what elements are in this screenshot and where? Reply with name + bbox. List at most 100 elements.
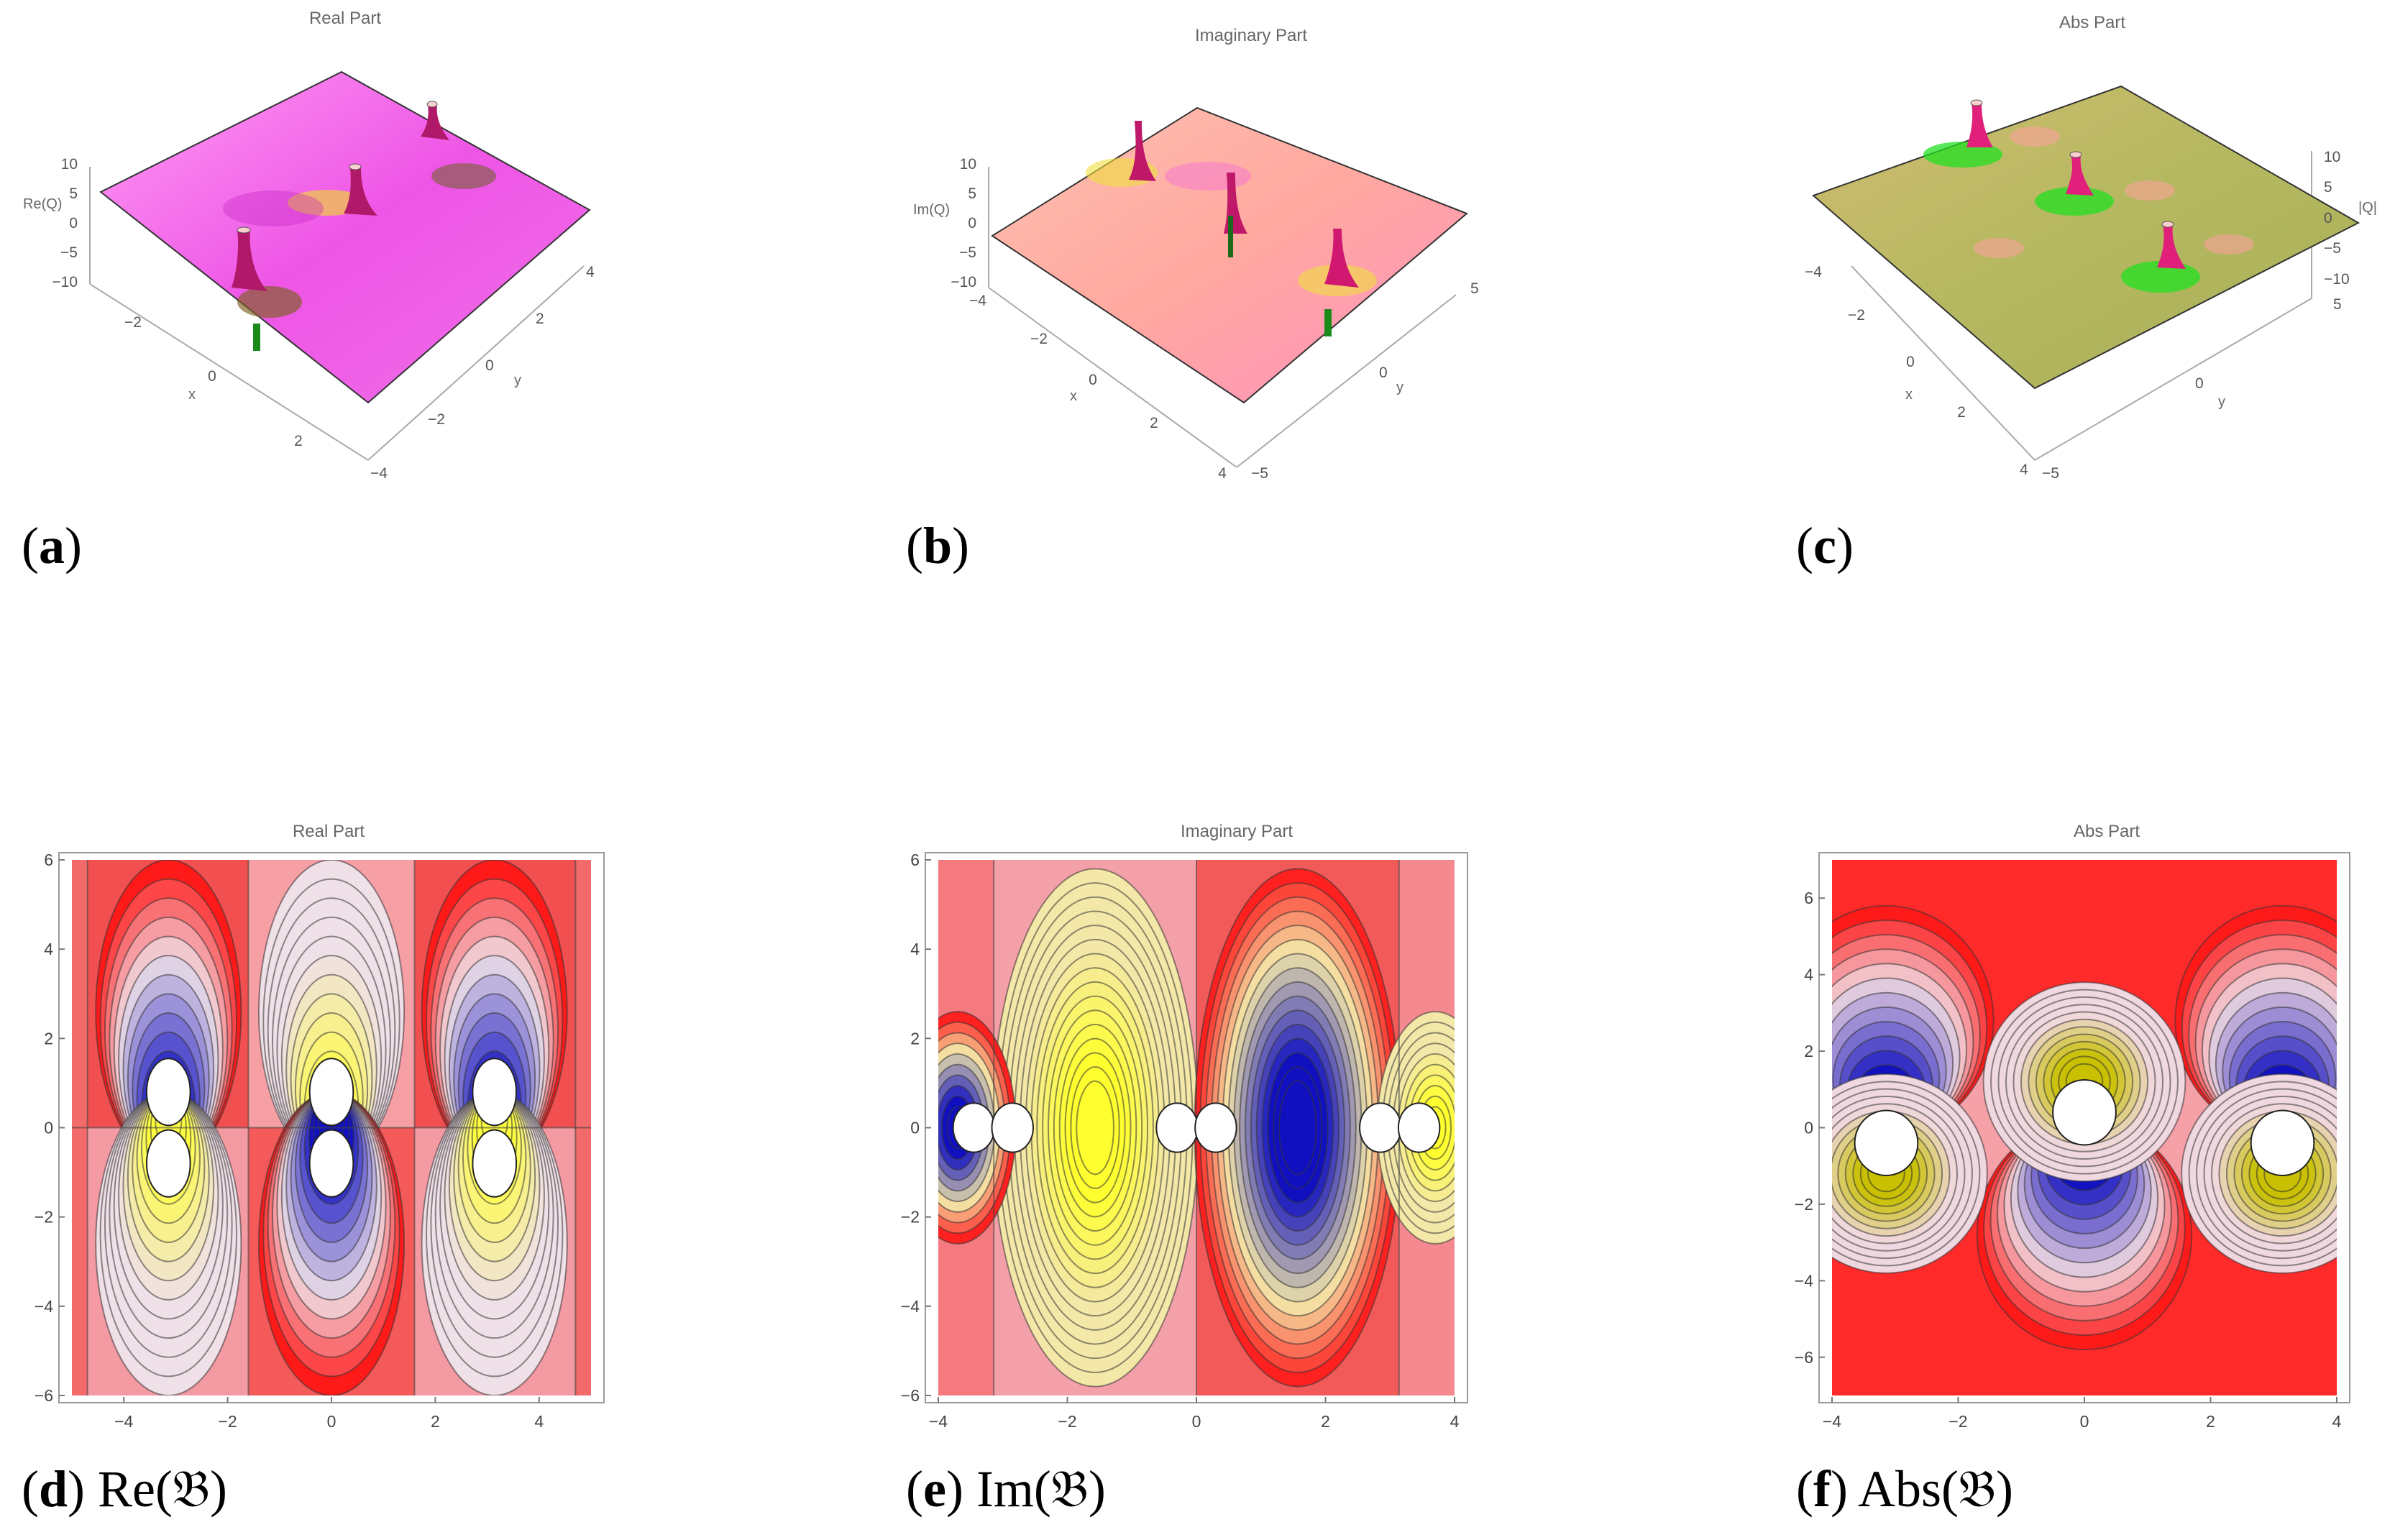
- x-tick: −4: [969, 293, 986, 309]
- x-tick-label: −2: [218, 1412, 237, 1431]
- y-tick-label: 2: [910, 1029, 920, 1048]
- y-tick-labels: −4 −2 0 2 4: [370, 264, 595, 482]
- y-tick: 0: [1379, 365, 1388, 381]
- z-tick: 10: [960, 156, 976, 173]
- y-tick-label: −2: [35, 1208, 53, 1227]
- y-axis-label: y: [1396, 380, 1403, 395]
- x-tick-label: 2: [1321, 1412, 1330, 1431]
- y-tick-labels: −5 0 5: [1251, 280, 1479, 482]
- z-tick: 10: [2324, 149, 2340, 165]
- y-tick-label: −6: [901, 1386, 920, 1405]
- x-tick: 0: [208, 368, 216, 385]
- panel-a: Real Part 10 5: [0, 0, 791, 597]
- x-tick-label: 4: [534, 1412, 544, 1431]
- y-tick-label: 4: [44, 940, 53, 958]
- x-tick: 2: [1150, 415, 1158, 431]
- x-tick: −2: [1030, 331, 1048, 347]
- y-tick-label: 2: [1804, 1042, 1813, 1060]
- x-axis-label: x: [188, 387, 196, 403]
- singularity-hole: [1854, 1109, 1919, 1177]
- z-tick: 0: [968, 215, 976, 232]
- z-tick: −5: [959, 244, 976, 261]
- y-tick: 5: [2333, 296, 2342, 313]
- y-tick: −5: [2042, 465, 2059, 482]
- x-tick-labels: −2 0 2: [124, 314, 303, 449]
- y-tick-label: −4: [1795, 1271, 1813, 1290]
- panel-e: Imaginary Part −4 −2 0 2 4 6 4 2 0 −2 −4 −6 (e) Im(…: [884, 812, 1603, 1540]
- x-tick: 0: [1089, 372, 1097, 388]
- z-axis-label: Re(Q): [23, 196, 62, 212]
- contour-field: [938, 860, 1455, 1395]
- singularity-hole: [1397, 1102, 1441, 1153]
- contour-ring: [1076, 1080, 1114, 1175]
- y-tick-label: −4: [35, 1297, 53, 1316]
- singularity-hole: [472, 1058, 518, 1127]
- y-tick-label: 6: [44, 851, 53, 869]
- panel-d: Real Part −4 −2 0 2 4 6 4 2 0 −2 −4 −6 (d) Re(𝔅): [0, 812, 719, 1540]
- surface-features: [1923, 99, 2254, 293]
- z-tick: 10: [61, 156, 78, 173]
- z-tick: 5: [69, 185, 78, 202]
- surface-features: [1086, 121, 1377, 336]
- y-tick-label: −6: [1795, 1348, 1813, 1367]
- x-tick-label: 2: [2206, 1412, 2215, 1431]
- y-tick-label: 4: [1804, 966, 1813, 984]
- chart-title: Imaginary Part: [1180, 822, 1293, 841]
- x-axis-label: x: [1905, 387, 1913, 403]
- y-tick-label: 0: [1804, 1119, 1813, 1137]
- y-tick: −2: [428, 411, 445, 428]
- x-tick-label: −4: [114, 1412, 133, 1431]
- surface-plot-a: 10 5 0 −5 −10 Re(Q) −2 0 2 x −4 −2 0 2 4…: [23, 70, 595, 482]
- caption-a: (a): [22, 517, 82, 574]
- singularity-hole: [472, 1129, 518, 1198]
- chart-title: Imaginary Part: [1194, 26, 1308, 45]
- z-tick: −10: [52, 274, 78, 290]
- axis-box: [89, 167, 585, 461]
- z-tick: 5: [2324, 179, 2332, 196]
- z-axis-label: Im(Q): [913, 202, 950, 218]
- panel-b: Imaginary Part 10 5 0 −5 −1: [884, 0, 1675, 597]
- caption-d: (d) Re(𝔅): [22, 1460, 227, 1518]
- z-tick-labels: 10 5 0 −5 −10: [2324, 149, 2350, 288]
- x-tick-label: −2: [1948, 1412, 1967, 1431]
- y-tick-label: 0: [44, 1119, 53, 1137]
- x-tick: 0: [1906, 354, 1915, 370]
- y-tick-label: 6: [1804, 889, 1813, 907]
- z-tick: 0: [2324, 210, 2332, 226]
- y-tick-label: 0: [910, 1119, 920, 1137]
- z-tick: −10: [2324, 271, 2350, 288]
- caption-f: (f) Abs(𝔅): [1796, 1460, 2013, 1518]
- x-tick: 2: [294, 433, 303, 449]
- x-tick: −2: [1848, 307, 1865, 324]
- y-tick-label: 6: [910, 851, 920, 869]
- x-tick-label: −4: [1823, 1412, 1841, 1431]
- y-tick: −4: [370, 465, 388, 482]
- x-tick-label: 0: [327, 1412, 336, 1431]
- singularity-hole: [145, 1129, 191, 1198]
- y-tick-label: 2: [44, 1029, 53, 1048]
- contour-plot-e: −4 −2 0 2 4 6 4 2 0 −2 −4 −6: [901, 851, 1468, 1431]
- singularity-hole: [2052, 1078, 2117, 1146]
- x-tick-label: −4: [929, 1412, 948, 1431]
- chart-title: Abs Part: [2073, 822, 2140, 841]
- y-tick: 5: [1470, 280, 1479, 297]
- x-tick: 2: [1957, 404, 1966, 421]
- caption-c: (c): [1796, 517, 1854, 574]
- z-tick-labels: 10 5 0 −5 −10: [951, 156, 976, 290]
- z-axis-label: |Q|: [2358, 200, 2377, 216]
- contour-field: [72, 860, 591, 1395]
- x-tick-labels: −4 −2 0 2 4: [1805, 264, 2028, 478]
- y-tick-label: −4: [901, 1297, 920, 1316]
- y-axis-label: y: [514, 372, 521, 388]
- surface-plot-b: 10 5 0 −5 −10 Im(Q) −4 −2 0 2 4 x −5 0 5…: [913, 106, 1479, 482]
- y-tick-label: −2: [901, 1208, 920, 1227]
- panel-c: Abs Part 10: [1769, 0, 2395, 597]
- surface-features: [223, 101, 496, 351]
- y-tick-label: 4: [910, 940, 920, 958]
- surface: [1812, 85, 2360, 390]
- x-axis-label: x: [1070, 388, 1077, 404]
- z-tick: 0: [69, 215, 78, 232]
- singularity-hole: [2250, 1109, 2315, 1177]
- contour-field: [1832, 860, 2337, 1395]
- x-tick-label: 0: [2080, 1412, 2089, 1431]
